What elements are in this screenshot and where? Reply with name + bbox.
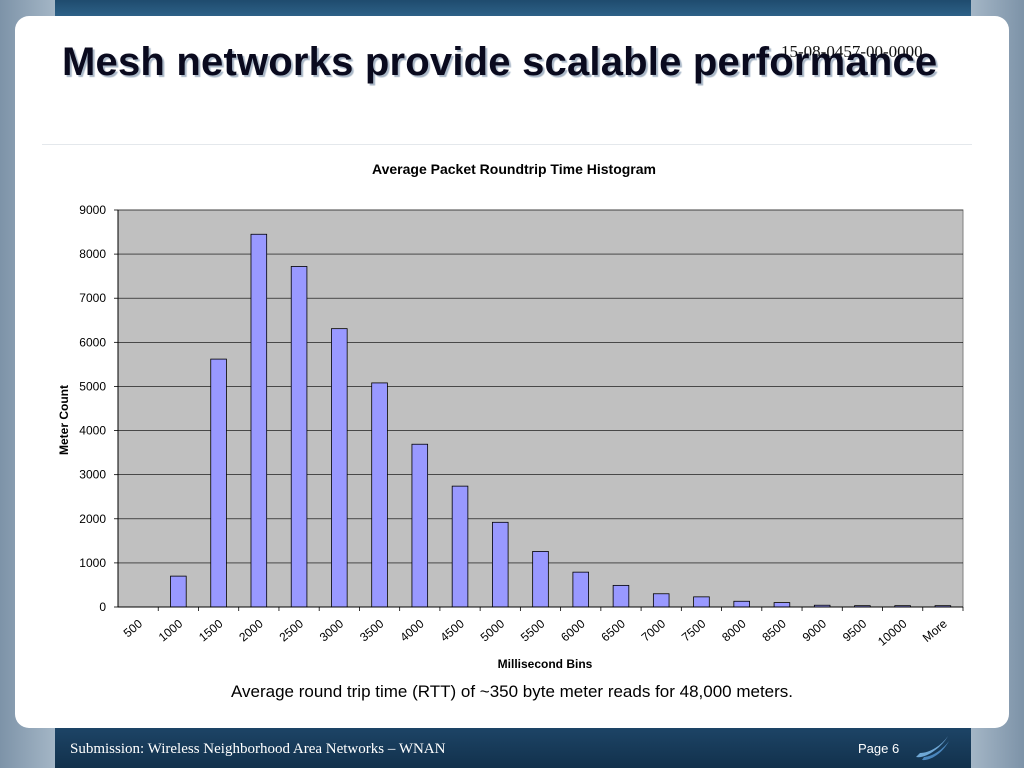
x-tick-label: 9000 xyxy=(800,616,830,644)
bar-7000 xyxy=(652,593,670,608)
bar-8000 xyxy=(733,600,750,608)
x-tick-label: 5000 xyxy=(478,616,508,644)
y-tick-label: 2000 xyxy=(79,512,106,526)
histogram-chart: Average Packet Roundtrip Time Histogram … xyxy=(57,161,964,671)
bar-7500 xyxy=(693,596,710,608)
x-tick-label: 1000 xyxy=(156,616,186,644)
bars xyxy=(170,233,952,608)
y-tick-label: 5000 xyxy=(79,379,106,393)
bar-6500 xyxy=(612,584,630,608)
footer-submission-text: Submission: Wireless Neighborhood Area N… xyxy=(70,741,446,757)
bar-6000 xyxy=(572,571,589,608)
x-tick-label: 3000 xyxy=(317,616,347,644)
bar-3000 xyxy=(331,328,348,608)
y-tick-label: 0 xyxy=(99,600,106,614)
chart-title: Average Packet Roundtrip Time Histogram xyxy=(372,161,656,177)
y-tick-label: 4000 xyxy=(79,424,106,438)
x-axis-ticks: 500 1000 1500 2000 2500 3000 3500 4000 4500 5000 5… xyxy=(118,606,964,649)
y-axis-ticks: 0 1000 2000 3000 4000 5000 6000 7000 8000 9000 xyxy=(79,203,119,614)
bar-5500 xyxy=(532,551,549,608)
x-tick-label: 2000 xyxy=(236,616,266,644)
y-tick-label: 1000 xyxy=(79,556,106,570)
bar-8500 xyxy=(773,602,791,608)
y-tick-label: 6000 xyxy=(79,335,106,349)
bar-2000 xyxy=(250,233,268,608)
top-header-band xyxy=(55,0,971,16)
x-tick-label: 5500 xyxy=(518,616,548,644)
x-tick-label: 2500 xyxy=(277,616,307,644)
swoosh-logo-icon xyxy=(916,736,949,761)
x-tick-label: 9500 xyxy=(840,616,870,644)
x-tick-label: 10000 xyxy=(875,616,910,648)
plot-area xyxy=(117,209,964,608)
y-axis-label: Meter Count xyxy=(57,385,71,455)
x-tick-label: 1500 xyxy=(196,616,226,644)
bar-1000 xyxy=(170,575,187,608)
bar-5000 xyxy=(492,521,509,608)
x-tick-label: 7500 xyxy=(679,616,709,644)
bar-4500 xyxy=(451,485,469,608)
document-number: 15-08-0457-00-0000 xyxy=(781,42,923,61)
bar-1500 xyxy=(210,358,227,608)
x-tick-label: 7000 xyxy=(639,616,669,644)
page-number: Page 6 xyxy=(858,741,900,756)
bar-4000 xyxy=(411,443,429,608)
y-tick-label: 3000 xyxy=(79,468,106,482)
x-tick-label: 3500 xyxy=(357,616,387,644)
bar-3500 xyxy=(371,382,388,608)
footer-band xyxy=(55,728,971,768)
slide-title: Mesh networks provide scalable performan… xyxy=(62,40,938,84)
bar-2500 xyxy=(290,266,308,608)
x-tick-label: 4500 xyxy=(437,616,467,644)
title-divider xyxy=(42,144,972,145)
x-tick-label: 8000 xyxy=(719,616,749,644)
x-tick-label: 6500 xyxy=(598,616,628,644)
x-tick-label: 8500 xyxy=(759,616,789,644)
x-tick-label: 500 xyxy=(121,616,146,640)
x-tick-label: 6000 xyxy=(558,616,588,644)
x-tick-label: More xyxy=(920,616,950,645)
chart-caption: Average round trip time (RTT) of ~350 by… xyxy=(230,682,794,701)
y-tick-label: 9000 xyxy=(79,203,106,217)
x-axis-label: Millisecond Bins xyxy=(498,657,593,671)
y-tick-label: 7000 xyxy=(79,291,106,305)
x-tick-label: 4000 xyxy=(397,616,427,644)
y-tick-label: 8000 xyxy=(79,247,106,261)
